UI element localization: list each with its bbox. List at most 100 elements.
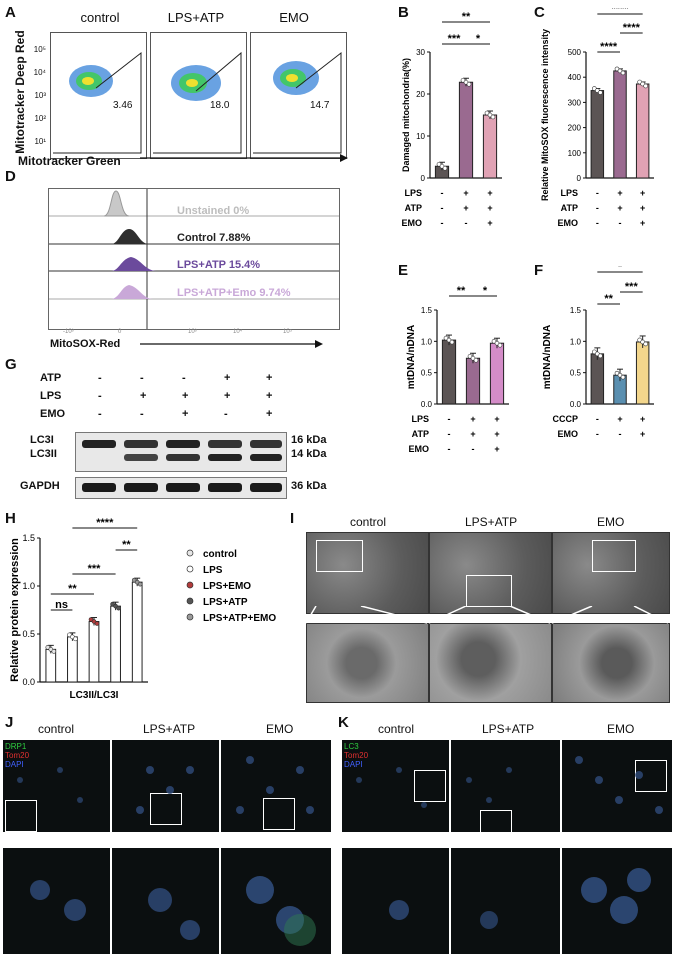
y-axis-label: mtDNA/nDNA bbox=[542, 325, 553, 389]
treatment-mark: - bbox=[619, 218, 622, 228]
legend-marker bbox=[186, 581, 194, 589]
cell-nucleus bbox=[77, 797, 83, 803]
y-tick-label: 0.5 bbox=[421, 369, 433, 378]
conf-j-lpsatp bbox=[112, 740, 219, 832]
y-tick-label: 400 bbox=[568, 73, 582, 82]
blot-row-mark: + bbox=[224, 372, 231, 384]
blot-row-mark: - bbox=[140, 372, 144, 384]
treatment-mark: + bbox=[617, 414, 622, 424]
bar bbox=[489, 342, 505, 405]
panel-label-i: I bbox=[290, 510, 295, 527]
panel-label-j: J bbox=[5, 714, 14, 731]
legend-label: LPS+ATP+EMO bbox=[203, 613, 276, 624]
cell-peak bbox=[82, 77, 94, 85]
treatment-label: CCCP bbox=[552, 414, 578, 424]
significance-label: ** bbox=[604, 293, 613, 305]
data-point bbox=[490, 114, 496, 120]
treatment-mark: + bbox=[640, 188, 645, 198]
y-tick-label: 1.5 bbox=[22, 533, 35, 543]
treatment-mark: - bbox=[448, 414, 451, 424]
data-point bbox=[620, 374, 626, 380]
data-point bbox=[449, 339, 455, 345]
y-tick-label: 200 bbox=[568, 124, 582, 133]
data-point bbox=[137, 581, 143, 587]
cell-nucleus bbox=[246, 756, 254, 764]
stain-tom20: Tom20 bbox=[344, 751, 369, 760]
gate-value-emo: 14.7 bbox=[310, 100, 330, 111]
em-zoom-box-lpsatp bbox=[466, 575, 512, 607]
y-tick-label: 1.5 bbox=[421, 306, 433, 315]
bar bbox=[458, 81, 474, 179]
blot-row-mark: - bbox=[224, 408, 228, 420]
panel-label-f: F bbox=[534, 262, 544, 279]
conf-j-zoom-box-emo bbox=[263, 798, 295, 830]
blot-lc3-bands bbox=[82, 440, 282, 461]
hist-emo bbox=[111, 285, 153, 299]
blot-row-mark: - bbox=[182, 372, 186, 384]
cell-nucleus bbox=[30, 880, 50, 900]
panel-label-c: C bbox=[534, 4, 545, 21]
conf-j-emo bbox=[221, 740, 331, 832]
treatment-mark: - bbox=[465, 218, 468, 228]
treatment-label: LPS bbox=[411, 414, 429, 424]
cell-nucleus bbox=[610, 896, 638, 924]
hist-x-arrow bbox=[140, 340, 323, 348]
treatment-mark: - bbox=[596, 203, 599, 213]
legend-marker bbox=[186, 549, 194, 557]
treatment-mark: + bbox=[487, 218, 492, 228]
y-tick-label: 1.0 bbox=[421, 337, 433, 346]
treatment-mark: + bbox=[640, 414, 645, 424]
legend-label: control bbox=[203, 549, 237, 560]
conf-j-control-zoom bbox=[3, 848, 110, 954]
hist-unstained bbox=[103, 190, 130, 217]
significance-label: ** bbox=[122, 539, 131, 551]
treatment-mark: + bbox=[470, 429, 475, 439]
treatment-label: EMO bbox=[557, 218, 578, 228]
panel-label-a: A bbox=[5, 4, 16, 21]
cell-nucleus bbox=[389, 900, 409, 920]
bar bbox=[67, 636, 78, 683]
treatment-label: EMO bbox=[408, 444, 429, 454]
y-tick-label: 1.0 bbox=[570, 337, 582, 346]
conf-k-title-lpsatp: LPS+ATP bbox=[482, 722, 535, 736]
em-emo-low bbox=[552, 532, 670, 614]
data-point bbox=[643, 83, 648, 89]
chart-c: 0 100 200 300 400 500 Relative MitoSOX fluores… bbox=[540, 8, 654, 228]
flow-plot-control bbox=[50, 32, 147, 159]
panel-label-g: G bbox=[5, 356, 17, 373]
treatment-label: LPS bbox=[560, 188, 578, 198]
xtick: -10³ bbox=[63, 329, 74, 335]
y-tick-label: 0.5 bbox=[570, 369, 582, 378]
significance-label: **** bbox=[600, 41, 618, 53]
significance-label: *** bbox=[88, 563, 102, 575]
gapdh-label: GAPDH bbox=[20, 480, 60, 492]
blot-row-mark: + bbox=[266, 372, 273, 384]
cell-nucleus bbox=[396, 767, 402, 773]
blot-row-label: EMO bbox=[40, 408, 66, 420]
cell-nucleus bbox=[655, 806, 663, 814]
cell-nucleus bbox=[146, 766, 154, 774]
blot-lc3-sizes: 16 kDa 14 kDa bbox=[291, 433, 326, 461]
em-control-low bbox=[306, 532, 429, 614]
y-axis-label: Relative MitoSOX fluorescence intensity bbox=[540, 29, 550, 201]
bar bbox=[131, 581, 143, 683]
stain-lc3: LC3 bbox=[344, 742, 359, 751]
bar bbox=[110, 605, 121, 683]
hist-label-control: Control 7.88% bbox=[177, 232, 251, 244]
hist-control bbox=[111, 229, 149, 244]
y-tick-label: 500 bbox=[568, 48, 582, 57]
conf-j-title-lpsatp: LPS+ATP bbox=[143, 722, 196, 736]
y-tick-label: 0.0 bbox=[570, 400, 582, 409]
cell-nucleus bbox=[284, 914, 316, 946]
em-lpsatp-low bbox=[429, 532, 552, 614]
cell-nucleus bbox=[581, 877, 607, 903]
xtick: 10⁴ bbox=[233, 329, 243, 335]
y-tick-label: 0.5 bbox=[22, 629, 35, 639]
y-axis-label: Relative protein expression bbox=[10, 538, 21, 682]
legend-label: LPS+EMO bbox=[203, 581, 251, 592]
data-point bbox=[51, 649, 57, 654]
conf-k-control bbox=[342, 740, 449, 832]
gate-value-control: 3.46 bbox=[113, 100, 133, 111]
panel-label-b: B bbox=[398, 4, 409, 21]
